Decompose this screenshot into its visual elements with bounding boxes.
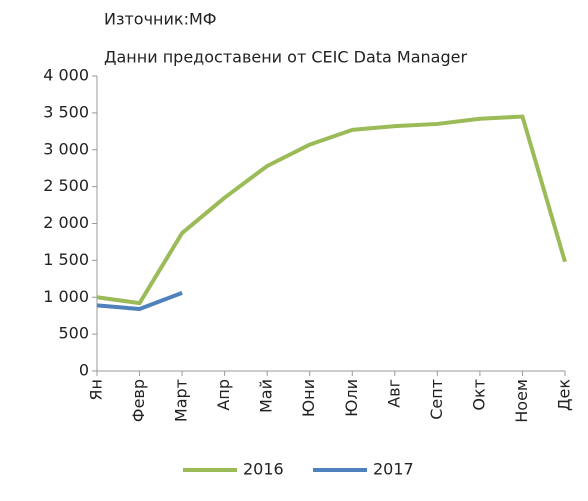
x-tick-label: Дек	[555, 379, 574, 411]
x-tick-label: Май	[257, 379, 276, 413]
y-tick-label: 3 000	[43, 139, 89, 158]
chart-title: Източник:МФ	[104, 10, 217, 29]
y-tick-label: 0	[79, 361, 89, 380]
y-tick-label: 4 000	[43, 66, 89, 85]
x-tick-label: Ян	[87, 379, 106, 401]
x-tick-label: Юли	[342, 379, 361, 417]
y-tick-label: 3 500	[43, 102, 89, 121]
x-tick-label: Апр	[214, 379, 233, 411]
y-tick-label: 2 500	[43, 176, 89, 195]
y-tick-label: 500	[58, 324, 89, 343]
x-tick-label: Авг	[384, 379, 403, 408]
x-tick-label: Март	[172, 379, 191, 422]
x-tick-label: Февр	[129, 379, 148, 422]
y-tick-label: 1 000	[43, 287, 89, 306]
line-series	[96, 114, 567, 306]
legend-label: 2017	[373, 460, 414, 479]
line-series	[96, 290, 183, 312]
chart-subtitle: Данни предоставени от CEIC Data Manager	[104, 48, 467, 67]
y-tick-label: 2 000	[43, 213, 89, 232]
legend-label: 2016	[243, 460, 284, 479]
y-tick-label: 1 500	[43, 250, 89, 269]
x-tick-label: Септ	[427, 379, 446, 420]
x-tick-label: Окт	[469, 379, 488, 411]
x-tick-label: Юни	[299, 379, 318, 417]
x-tick-label: Ноем	[512, 379, 531, 423]
